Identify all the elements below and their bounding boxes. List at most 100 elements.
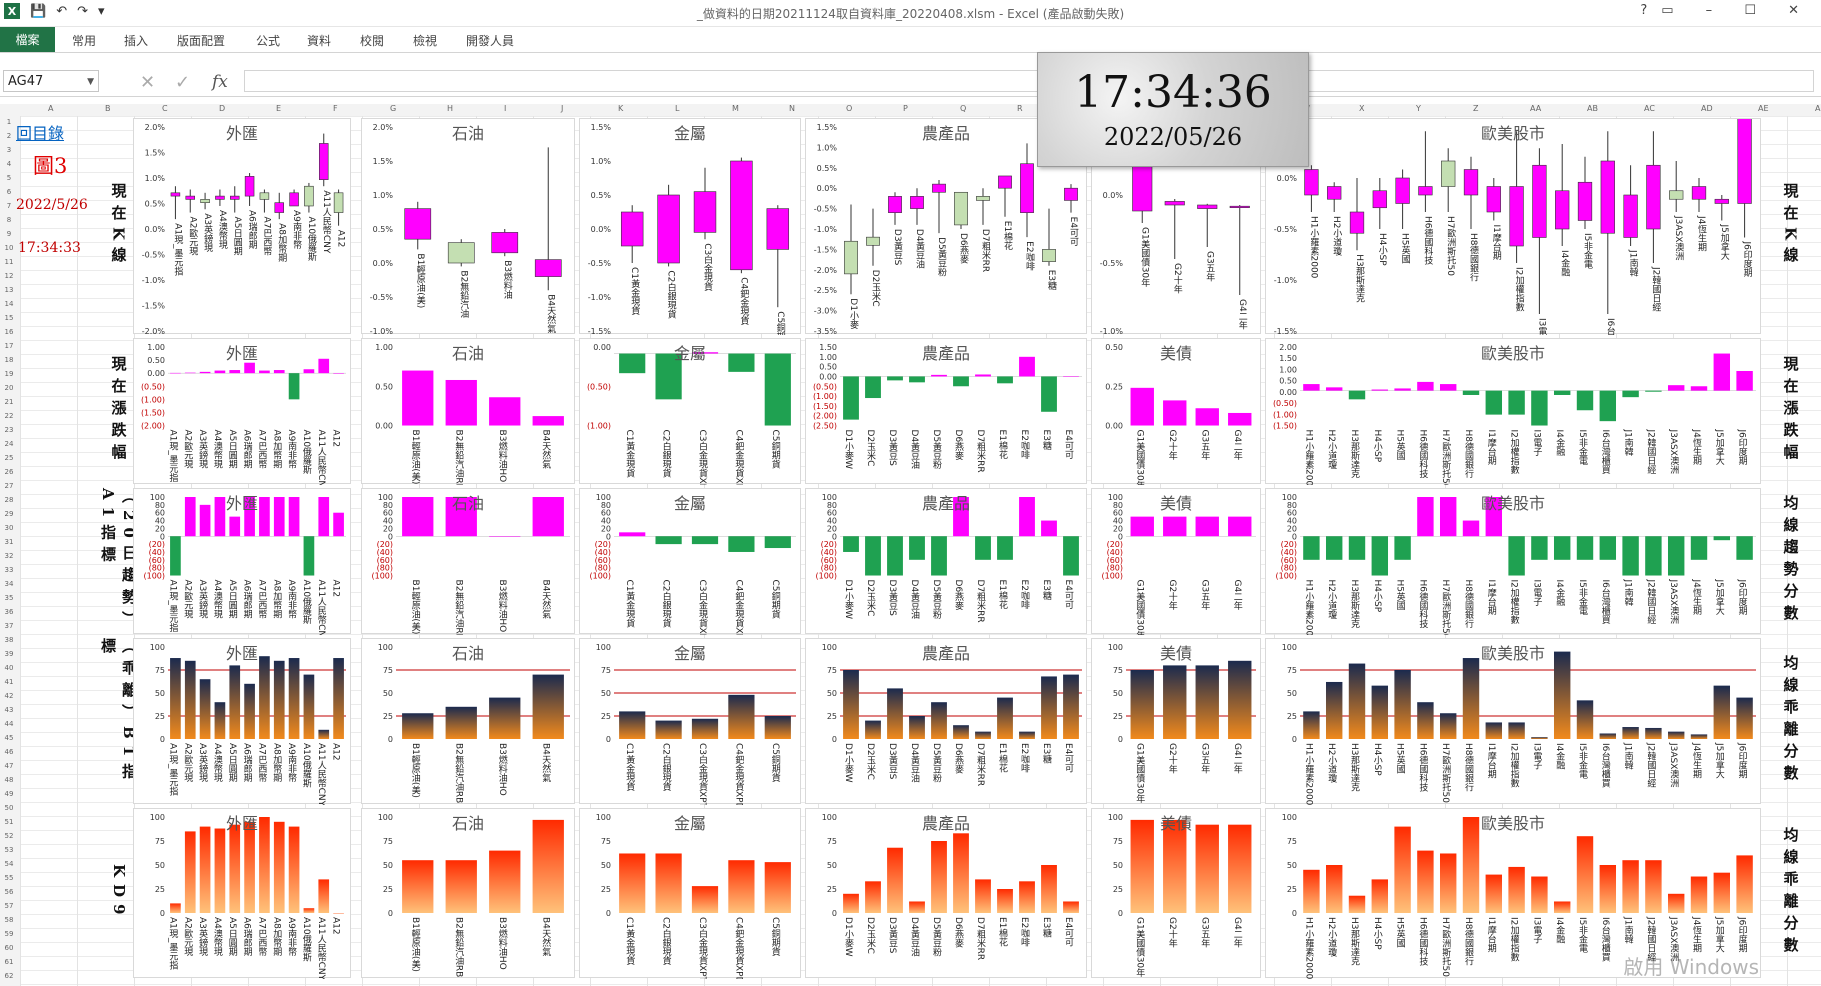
chart-panel-stock_b1[interactable]: 100 75 50 25 0 H1小羅素2000 H2小道瓊 H3那斯達克 H4小SP H5英國 H… [1265,638,1761,805]
column-header-AA[interactable]: AA [1530,104,1542,113]
clock-widget[interactable]: 17:34:36 2022/05/26 [1037,52,1309,167]
row-header[interactable]: 10 [4,244,14,252]
chart-panel-oil_a1[interactable]: 100 80 60 40 20 0 (20) (40) (60) (80) (100) B1輕原油(美… [361,488,575,635]
row-header[interactable]: 17 [4,342,14,350]
column-header-AE[interactable]: AE [1758,104,1769,113]
row-header[interactable]: 39 [4,650,14,658]
chart-panel-stock_kd[interactable]: 100 75 50 25 0 H1小羅素2000 H2小道瓊 H3那斯達克 H4小SP H5英國 H… [1265,808,1761,979]
chart-panel-fx_kd[interactable]: 100 75 50 25 0 A1現_墨元指 A2歐元現 A3英鎊現 A4澳幣現 A5日圓期 A6瑞… [133,808,351,979]
tab-review[interactable]: 校閱 [360,34,385,48]
row-header[interactable]: 25 [4,454,14,462]
chart-panel-stock_chg[interactable]: 2.00 1.50 1.00 0.50 0.00 (0.50) (1.00) (1.50) H1… [1265,338,1761,485]
row-header[interactable]: 47 [4,762,14,770]
chart-panel-metal[interactable]: 1.5% 1.0% 0.5% 0.0% -0.5% -1.0% -1.5% C1黃金現貨 C2白… [579,118,801,335]
row-header[interactable]: 16 [4,328,14,336]
chart-panel-fx_a1[interactable]: 100 80 60 40 20 0 (20) (40) (60) (80) (100) A1現_墨元指… [133,488,351,635]
row-header[interactable]: 38 [4,636,14,644]
redo-icon[interactable]: ↷ [77,3,88,19]
column-header-N[interactable]: N [789,104,795,113]
chart-panel-metal_kd[interactable]: 100 75 50 25 0 C1黃金現貨 C2白銀現貨 C3白金現貨XPT C4鈀金現貨XPD… [579,808,801,979]
row-header[interactable]: 48 [4,776,14,784]
row-header[interactable]: 35 [4,594,14,602]
column-header-Y[interactable]: Y [1416,104,1421,113]
window-controls[interactable]: ?▭ – ☐ ✕ [1640,3,1813,18]
row-header[interactable]: 56 [4,888,14,896]
row-header[interactable]: 20 [4,384,14,392]
row-header[interactable]: 1 [6,118,12,126]
chart-panel-agri_kd[interactable]: 100 75 50 25 0 D1小麥W D2玉米C D3黃豆S D4黃豆油 D5黃豆粉 D6燕麥 D… [805,808,1087,978]
tab-page-layout[interactable]: 版面配置 [177,34,226,48]
help-button[interactable]: ? [1640,3,1662,18]
row-header[interactable]: 40 [4,664,14,672]
tab-developer[interactable]: 開發人員 [466,34,515,48]
row-header[interactable]: 12 [4,272,14,280]
row-header[interactable]: 36 [4,608,14,616]
row-header[interactable]: 59 [4,930,14,938]
chart-panel-agri_a1[interactable]: 100 80 60 40 20 0 (20) (40) (60) (80) (100) D1小麥W D2… [805,488,1087,634]
row-header[interactable]: 24 [4,440,14,448]
row-header[interactable]: 54 [4,860,14,868]
tab-home[interactable]: 常用 [72,34,97,48]
chart-panel-bond_b1[interactable]: 100 75 50 25 0 G1美國債30年 G2十年 G3五年 G4二年 美債 [1091,638,1261,804]
row-header[interactable]: 8 [6,216,12,224]
row-header[interactable]: 60 [4,944,14,952]
column-header-A[interactable]: A [48,104,54,113]
row-header[interactable]: 45 [4,734,14,742]
column-header-L[interactable]: L [675,104,680,113]
chart-panel-metal_a1[interactable]: 100 80 60 40 20 0 (20) (40) (60) (80) (100) C1黃金現貨 C… [579,488,801,635]
row-header[interactable]: 57 [4,902,14,910]
row-header[interactable]: 51 [4,818,14,826]
row-header[interactable]: 42 [4,692,14,700]
chart-panel-oil_chg[interactable]: 1.00 0.50 0.00 B1輕原油(美) B2無鉛汽油RB B3燃料油HO B4天然氣… [361,338,575,485]
tab-insert[interactable]: 插入 [124,34,149,48]
column-header-AD[interactable]: AD [1701,104,1713,113]
column-header-K[interactable]: K [618,104,624,113]
name-box[interactable]: AG47 ▼ [3,70,99,92]
row-header[interactable]: 52 [4,832,14,840]
row-header[interactable]: 31 [4,538,14,546]
back-to-index-link[interactable]: 回目錄 [16,124,65,143]
row-header[interactable]: 37 [4,622,14,630]
column-header-O[interactable]: O [846,104,853,113]
column-header-H[interactable]: H [447,104,454,113]
row-header[interactable]: 53 [4,846,14,854]
tab-view[interactable]: 檢視 [413,34,438,48]
row-header[interactable]: 2 [6,132,12,140]
row-header[interactable]: 55 [4,874,14,882]
row-header[interactable]: 18 [4,356,14,364]
column-header-AB[interactable]: AB [1587,104,1598,113]
row-header[interactable]: 32 [4,552,14,560]
row-header[interactable]: 5 [6,174,12,182]
column-header-Q[interactable]: Q [960,104,967,113]
enter-icon[interactable]: ✓ [175,72,191,93]
row-header[interactable]: 3 [6,146,12,154]
column-header-X[interactable]: X [1359,104,1365,113]
row-header[interactable]: 7 [6,202,12,210]
chart-panel-oil_b1[interactable]: 100 75 50 25 0 B1輕原油(美) B2無鉛汽油RB B3燃料油HO B4天然氣 石油 [361,638,575,804]
row-header[interactable]: 4 [6,160,12,168]
chart-panel-metal_chg[interactable]: 0.00 (0.50) (1.00) C1黃金現貨 C2白銀現貨 C3白金現貨XPT C4鈀… [579,338,801,485]
row-header[interactable]: 21 [4,398,14,406]
row-header[interactable]: 62 [4,972,14,980]
row-header[interactable]: 29 [4,510,14,518]
chart-panel-fx[interactable]: 2.0% 1.5% 1.0% 0.5% 0.0% -0.5% -1.0% -1.5% -2.0%… [133,118,351,335]
column-header-M[interactable]: M [732,104,739,113]
chart-panel-bond_chg[interactable]: 0.50 0.25 0.00 G1美國債30年 G2十年 G3五年 G4二年 美債 [1091,338,1261,485]
column-header-J[interactable]: J [561,104,564,113]
undo-icon[interactable]: ↶ [56,3,68,19]
row-header[interactable]: 11 [4,258,14,266]
row-header[interactable]: 49 [4,790,14,798]
row-header[interactable]: 23 [4,426,14,434]
column-header-E[interactable]: E [276,104,282,113]
row-header[interactable]: 44 [4,720,14,728]
row-header[interactable]: 58 [4,916,14,924]
column-header-P[interactable]: P [903,104,908,113]
chart-panel-bond_kd[interactable]: 100 75 50 25 0 G1美國債30年 G2十年 G3五年 G4二年 美債 [1091,808,1261,978]
cancel-icon[interactable]: ✕ [140,72,156,93]
column-header-F[interactable]: F [333,104,338,113]
chart-panel-oil[interactable]: 2.0% 1.5% 1.0% 0.5% 0.0% -0.5% -1.0% B1輕原油(美) B2… [361,118,575,335]
chart-panel-bond_a1[interactable]: 100 80 60 40 20 0 (20) (40) (60) (80) (100) G1美國債30… [1091,488,1261,635]
insert-function-icon[interactable]: fx [212,72,228,92]
chart-panel-metal_b1[interactable]: 100 75 50 25 0 C1黃金現貨 C2白銀現貨 C3白金現貨XPT C4鈀金現貨XPD… [579,638,801,805]
chart-panel-oil_kd[interactable]: 100 75 50 25 0 B1輕原油(美) B2無鉛汽油RB B3燃料油HO B4天然氣 石油 [361,808,575,978]
